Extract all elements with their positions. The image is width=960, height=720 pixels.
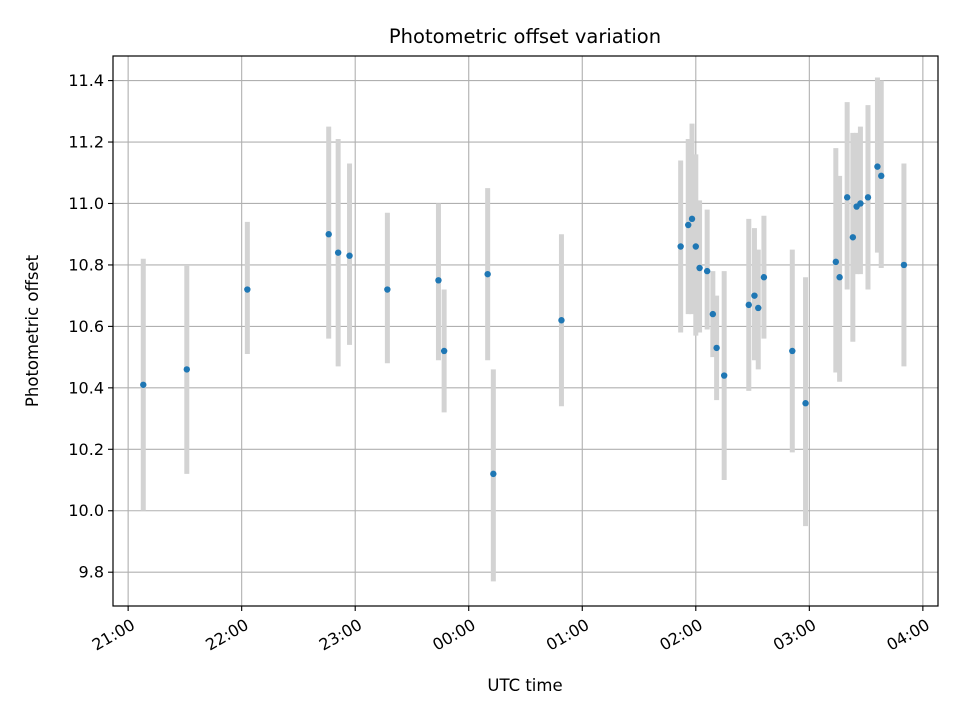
data-point [745,301,752,309]
data-point [325,231,332,238]
data-point [836,274,843,281]
data-point [900,261,908,269]
data-point [685,221,692,229]
y-tick-label: 9.8 [79,563,104,582]
chart-title: Photometric offset variation [389,25,661,48]
y-tick-label: 11.0 [68,194,104,213]
data-point [183,366,190,373]
data-point [558,317,565,324]
data-point [874,163,881,170]
data-point [435,277,442,284]
data-point [720,372,728,379]
grid [113,56,938,606]
data-point [864,194,872,201]
data-point [703,267,711,275]
data-point [484,270,491,278]
data-point [692,243,699,250]
data-point [849,234,857,241]
y-tick-label: 11.2 [68,133,104,152]
data-point [440,347,448,355]
data-point [713,344,720,352]
data-point [760,274,768,281]
y-axis-label: Photometric offset [23,254,42,407]
data-point [857,200,864,207]
data-point [696,264,703,272]
y-tick-label: 10.0 [68,501,104,520]
y-tick-label: 10.2 [68,440,104,459]
data-point [384,286,391,293]
plot-frame [112,55,939,607]
data-point [755,304,762,312]
data-points [140,163,908,478]
data-point [688,215,696,223]
y-tick-label: 10.8 [68,255,104,274]
data-point [677,243,684,250]
data-point [334,249,342,256]
data-point [346,252,353,259]
data-point [832,258,840,266]
data-point [709,310,717,318]
data-point [751,292,758,299]
data-point [490,470,497,478]
y-axis-ticks: 9.8 10.0 10.2 10.4 10.6 10.8 11.0 11.2 11.4 [68,71,113,582]
data-point [878,172,885,180]
x-axis-label: UTC time [487,676,562,695]
y-tick-label: 10.4 [68,378,104,397]
data-point [244,286,251,293]
data-point [789,347,796,355]
y-tick-label: 10.6 [68,317,104,336]
data-point [140,381,147,388]
data-point [843,194,851,201]
y-tick-label: 11.4 [68,71,104,90]
data-point [802,400,809,407]
